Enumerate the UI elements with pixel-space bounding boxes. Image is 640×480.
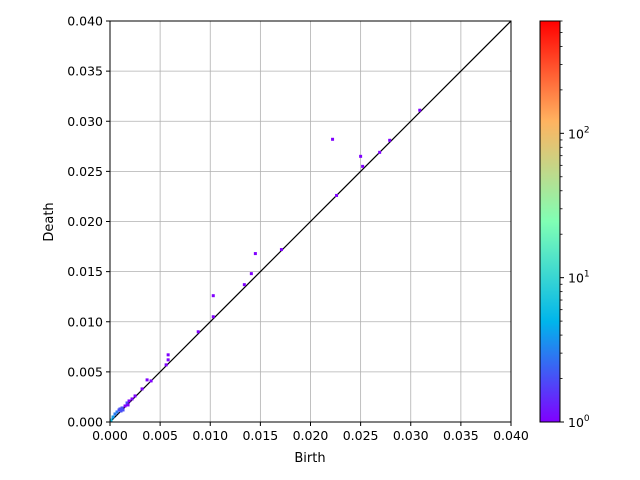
y-tick-label: 0.010 [67,314,103,329]
colorbar-tick-base: 10 [568,126,584,141]
persistence-point [125,401,129,405]
persistence-point [196,330,200,334]
persistence-point [121,408,125,412]
x-tick-label: 0.005 [142,428,178,443]
persistence-point [145,378,149,382]
colorbar-tick-base: 10 [568,415,584,430]
persistence-point [242,283,246,287]
persistence-point [120,406,124,410]
colorbar-tick-label: 100 [568,414,590,430]
x-axis-label: Birth [294,451,325,466]
colorbar-tick-exponent: 2 [584,125,590,135]
y-tick-label: 0.020 [67,214,103,229]
persistence-point [149,379,153,383]
y-axis-ticks: 0.000 0.005 0.010 0.015 0.020 0.025 0.030 0.035… [67,14,110,430]
persistence-point [418,108,422,112]
persistence-point [335,193,339,197]
persistence-point [113,412,117,416]
persistence-point [115,410,119,414]
persistence-point [361,164,365,168]
x-tick-label: 0.030 [393,428,429,443]
y-tick-label: 0.025 [67,164,103,179]
persistence-point [166,358,170,362]
x-axis-ticks: 0.000 0.005 0.010 0.015 0.020 0.025 0.030 0.035… [92,422,529,443]
persistence-point [331,137,335,141]
persistence-point [359,154,363,158]
y-tick-label: 0.040 [67,14,103,29]
y-tick-label: 0.000 [67,415,103,430]
x-tick-label: 0.035 [443,428,479,443]
persistence-point [140,387,144,391]
persistence-point [211,315,215,319]
x-tick-label: 0.010 [192,428,228,443]
x-tick-label: 0.000 [92,428,128,443]
y-tick-label: 0.015 [67,264,103,279]
x-tick-label: 0.015 [242,428,278,443]
diagonal-line [110,21,511,422]
colorbar-tick-label: 101 [568,270,590,286]
colorbar-tick-exponent: 0 [584,414,590,424]
persistence-point [388,138,392,142]
persistence-point [126,403,130,407]
data-points [110,108,422,422]
persistence-point [253,252,257,256]
persistence-point [123,404,127,408]
y-tick-label: 0.005 [67,364,103,379]
persistence-point [164,363,168,367]
colorbar-tick-exponent: 1 [584,270,590,280]
persistence-point [378,150,382,154]
persistence-point [119,409,123,413]
persistence-point [111,415,115,419]
persistence-point [110,418,113,422]
colorbar [539,20,561,423]
persistence-point [249,272,253,276]
colorbar-tick-label: 102 [568,125,590,141]
x-tick-label: 0.040 [493,428,529,443]
persistence-point [127,399,131,403]
x-tick-label: 0.025 [343,428,379,443]
persistence-point [166,353,170,357]
persistence-point [211,294,215,298]
persistence-point [279,248,283,252]
colorbar-tick-base: 10 [568,271,584,286]
y-tick-label: 0.035 [67,64,103,79]
persistence-point [130,397,134,401]
y-tick-label: 0.030 [67,114,103,129]
y-axis-label: Death [42,202,57,241]
persistence-point [118,407,122,411]
persistence-point [133,394,137,398]
x-tick-label: 0.020 [293,428,329,443]
